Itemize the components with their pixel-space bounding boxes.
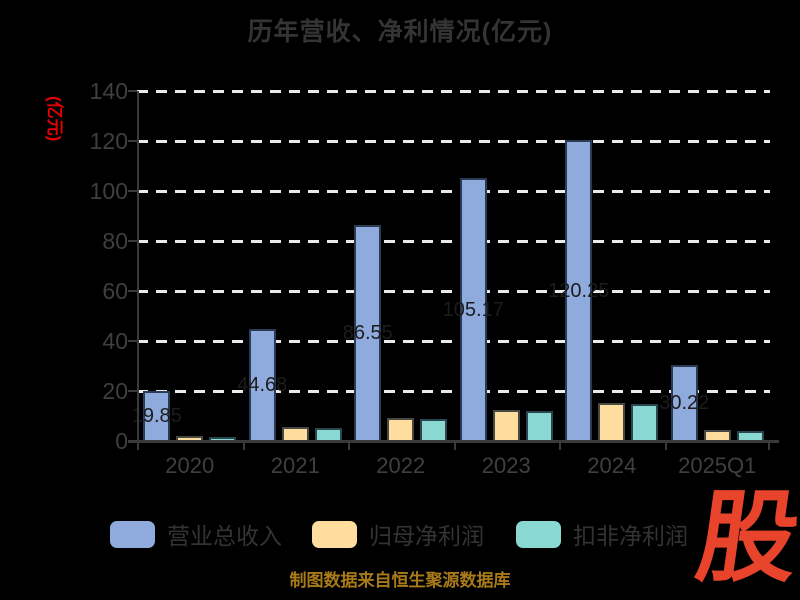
legend-swatch-net-profit (312, 520, 357, 548)
y-tick-label-100: 100 (89, 178, 128, 204)
x-axis-tick (137, 443, 139, 450)
y-axis-tick (128, 240, 137, 242)
y-axis-tick (128, 390, 137, 392)
x-axis-tick (559, 443, 561, 450)
bar-value-label-2020: 19.85 (131, 405, 182, 428)
non-gaap-profit-bar-2022 (420, 419, 448, 441)
source-note: 制图数据来自恒生聚源数据库 (289, 571, 511, 590)
x-axis-tick (453, 443, 456, 450)
gridline-120 (137, 139, 770, 143)
legend-label-revenue: 营业总收入 (167, 523, 282, 549)
gridline-40 (137, 339, 770, 343)
x-tick-label-2021: 2021 (270, 453, 320, 478)
non-gaap-profit-bar-2025Q1 (736, 430, 764, 441)
net-profit-bar-2024 (598, 403, 626, 441)
revenue-bar-2025Q1 (670, 365, 698, 441)
gridline-60 (137, 289, 770, 293)
legend-item-net-profit: 归母净利润 (312, 518, 484, 550)
y-axis-tick (128, 190, 137, 192)
non-gaap-profit-bar-2023 (525, 411, 553, 441)
bar-value-label-2025Q1: 30.22 (659, 392, 710, 415)
y-tick-label-40: 40 (102, 328, 128, 354)
chart-title: 历年营收、净利情况(亿元) (247, 18, 553, 46)
y-axis-line (137, 91, 139, 441)
legend-item-revenue: 营业总收入 (110, 518, 282, 550)
bar-value-label-2021: 44.68 (237, 374, 288, 397)
x-axis-tick (348, 443, 350, 450)
net-profit-bar-2022 (387, 418, 415, 441)
bar-value-label-2024: 120.25 (548, 279, 610, 302)
non-gaap-profit-bar-2020 (209, 436, 237, 441)
x-axis-tick (768, 443, 770, 450)
legend-item-non-gaap: 扣非净利润 (516, 518, 688, 550)
legend-label-net-profit: 归母净利润 (369, 523, 484, 549)
non-gaap-profit-bar-2024 (631, 403, 659, 441)
x-tick-label-2022: 2022 (376, 453, 426, 478)
x-tick-label-2023: 2023 (481, 453, 531, 478)
y-axis-tick (128, 340, 137, 342)
net-profit-bar-2021 (281, 427, 309, 441)
revenue-bar-2023 (459, 178, 487, 441)
gridline-80 (137, 239, 770, 243)
y-tick-label-20: 20 (102, 378, 128, 404)
legend-swatch-revenue (110, 520, 155, 548)
y-tick-label-120: 120 (89, 128, 128, 154)
net-profit-bar-2023 (492, 410, 520, 441)
bar-value-label-2023: 105.17 (442, 298, 504, 321)
y-tick-label-0: 0 (115, 428, 128, 454)
y-tick-label-140: 140 (89, 78, 128, 104)
revenue-bar-2022 (354, 224, 382, 441)
non-gaap-profit-bar-2021 (314, 427, 342, 441)
gridline-140 (137, 89, 770, 93)
x-tick-label-2025Q1: 2025Q1 (678, 453, 757, 478)
y-tick-label-60: 60 (102, 278, 128, 304)
logo-gu: 股 (690, 482, 800, 594)
gridline-20 (137, 389, 770, 393)
y-axis-unit-label: (亿元) (45, 96, 64, 142)
y-axis-tick (128, 440, 137, 442)
gridline-100 (137, 189, 770, 193)
y-axis-tick (128, 90, 137, 92)
x-axis-tick (242, 443, 245, 450)
net-profit-bar-2020 (176, 435, 204, 441)
revenue-bar-2020 (143, 391, 171, 441)
plot-area: 19.85 44.68 86.55 105.17 120.25 30.22 (128, 89, 779, 450)
y-axis-tick (128, 290, 137, 292)
y-tick-label-80: 80 (102, 228, 128, 254)
x-tick-label-2024: 2024 (587, 453, 637, 478)
x-axis-tick (664, 443, 667, 450)
x-axis-line (128, 440, 779, 443)
revenue-bar-2021 (248, 329, 276, 441)
net-profit-bar-2025Q1 (703, 430, 731, 441)
revenue-bar-2024 (565, 140, 593, 441)
y-axis-tick (128, 140, 137, 142)
legend-swatch-non-gaap (516, 520, 561, 548)
legend-label-non-gaap: 扣非净利润 (573, 523, 688, 549)
bar-value-label-2022: 86.55 (342, 321, 393, 344)
x-tick-label-2020: 2020 (165, 453, 215, 478)
